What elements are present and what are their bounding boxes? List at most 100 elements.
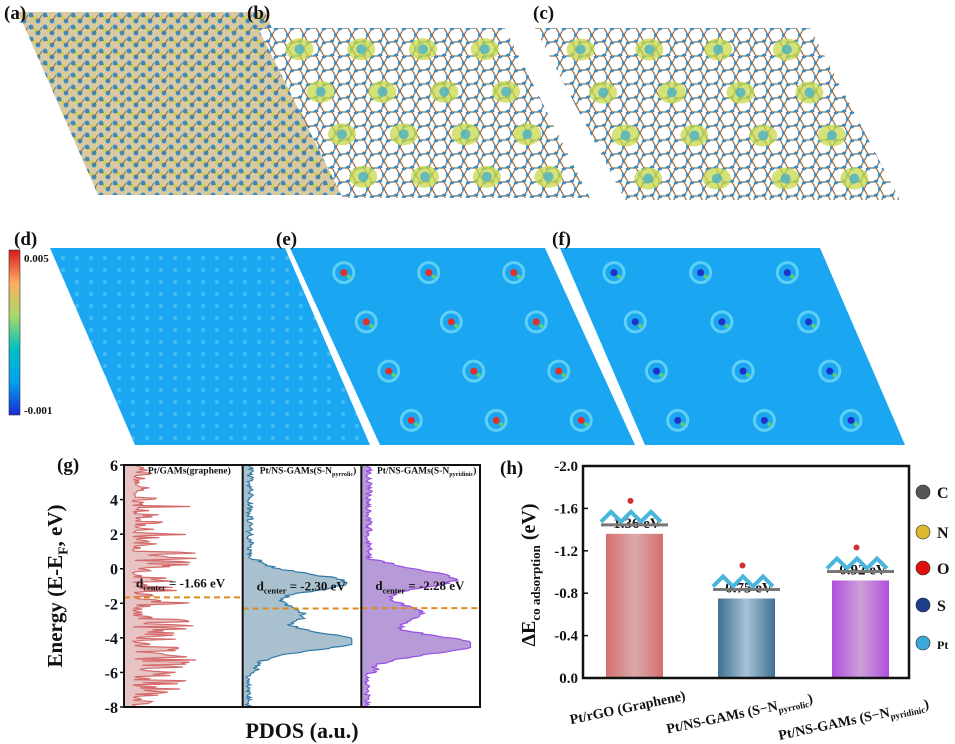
charge-center bbox=[532, 318, 540, 326]
charge-ring bbox=[547, 359, 571, 383]
colorbar-min: -0.001 bbox=[24, 405, 52, 417]
legend-label: O bbox=[937, 561, 949, 578]
charge-lobe bbox=[369, 323, 374, 328]
charge-lobe bbox=[811, 323, 816, 328]
charge-center bbox=[407, 416, 415, 424]
isosurface-blobs-b bbox=[285, 38, 563, 188]
charge-spots-e bbox=[332, 261, 593, 432]
charge-ring bbox=[462, 359, 486, 383]
isosurface-core bbox=[522, 129, 533, 140]
isosurface-core bbox=[337, 129, 347, 140]
isosurface-core bbox=[849, 173, 860, 184]
charge-ring bbox=[731, 359, 755, 383]
legend-label: S bbox=[937, 598, 946, 615]
charge-center bbox=[555, 367, 563, 375]
isosurface-core bbox=[377, 86, 388, 97]
pdos-y-axis-label: Energy (E-EF, eV) bbox=[43, 505, 70, 668]
panel-label-h: (h) bbox=[500, 458, 524, 479]
isosurface-core bbox=[620, 130, 631, 141]
charge-lobe bbox=[414, 422, 419, 427]
charge-lobe bbox=[832, 373, 837, 378]
y-tick-label: 6 bbox=[110, 458, 118, 475]
isosurface-core bbox=[420, 171, 430, 182]
y-tick-label: -1.6 bbox=[554, 501, 578, 517]
charge-center bbox=[492, 416, 500, 424]
co-molecule-icon bbox=[739, 562, 746, 569]
legend-label: C bbox=[937, 485, 949, 502]
charge-ring bbox=[484, 408, 508, 432]
adsorption-model-icon bbox=[599, 509, 663, 525]
y-tick-label: -8 bbox=[105, 700, 118, 717]
panel-label-a: (a) bbox=[4, 3, 27, 24]
charge-ring bbox=[332, 261, 356, 285]
pdos-series-label: Pt/GAMs(graphene) bbox=[148, 466, 231, 477]
charge-center bbox=[510, 269, 518, 277]
pdos-chart: Pt/GAMs(graphene) dcenter = -1.66 eV Pt/NS… bbox=[43, 458, 481, 743]
isosurface-core bbox=[644, 44, 655, 55]
charge-ring bbox=[524, 310, 548, 334]
y-tick-label: -6 bbox=[105, 665, 118, 682]
charge-ring bbox=[839, 408, 863, 432]
charge-ring bbox=[602, 261, 626, 285]
isosurface-core bbox=[460, 129, 471, 140]
charge-center bbox=[362, 318, 370, 326]
isosurface-core bbox=[294, 44, 305, 55]
charge-center bbox=[447, 318, 455, 326]
charge-ring bbox=[644, 359, 668, 383]
charge-ring bbox=[502, 261, 526, 285]
isosurface-core bbox=[711, 173, 722, 184]
charge-center bbox=[739, 367, 747, 375]
isosurface-core bbox=[804, 87, 815, 98]
charge-ring bbox=[797, 310, 821, 334]
charge-ring bbox=[417, 261, 441, 285]
charge-ring bbox=[775, 261, 799, 285]
charge-lobe bbox=[431, 274, 436, 279]
charge-center bbox=[847, 416, 855, 424]
bar-0 bbox=[606, 533, 663, 678]
adsorption-model-icon bbox=[711, 573, 775, 590]
isosurface-core bbox=[713, 44, 724, 55]
isosurface-core bbox=[575, 44, 586, 55]
charge-ring bbox=[439, 310, 463, 334]
y-tick-label: 0.0 bbox=[559, 671, 578, 687]
charge-ring bbox=[818, 359, 842, 383]
legend-label: N bbox=[937, 525, 949, 542]
bar-1 bbox=[718, 598, 775, 678]
pdos-series-0 bbox=[123, 464, 197, 708]
charge-center bbox=[631, 318, 639, 326]
charge-lobe bbox=[476, 373, 481, 378]
charge-center bbox=[425, 269, 433, 277]
isosurface-core bbox=[418, 44, 428, 55]
charge-center bbox=[340, 269, 348, 277]
bar-2 bbox=[832, 580, 889, 678]
charge-ring bbox=[689, 261, 713, 285]
y-tick-label: -0.8 bbox=[554, 586, 578, 602]
y-tick-label: 0 bbox=[110, 562, 118, 579]
isosurface-core bbox=[501, 86, 511, 97]
charge-center bbox=[470, 367, 478, 375]
charge-lobe bbox=[703, 274, 708, 279]
charge-lobe bbox=[638, 323, 643, 328]
pdos-series-label: Pt/NS-GAMs(S-Npyridinic) bbox=[377, 466, 476, 478]
y-tick-label: -0.4 bbox=[554, 629, 578, 645]
charge-lobe bbox=[539, 323, 544, 328]
isosurface-core bbox=[826, 130, 837, 141]
charge-lobe bbox=[346, 274, 351, 279]
d-center-annotation: dcenter = -1.66 eV bbox=[136, 575, 226, 592]
charge-lobe bbox=[499, 422, 504, 427]
charge-difference-map-d bbox=[50, 248, 370, 445]
charge-density-lattice-b bbox=[258, 28, 590, 198]
panel-label-e: (e) bbox=[276, 229, 298, 250]
pdos-series-1 bbox=[242, 464, 353, 708]
isosurface-core bbox=[780, 173, 791, 184]
y-tick-label: 2 bbox=[110, 527, 118, 544]
co-molecule-icon bbox=[627, 497, 634, 504]
legend-swatch-O bbox=[915, 560, 931, 576]
charge-difference-map-f bbox=[560, 248, 905, 445]
charge-center bbox=[674, 416, 682, 424]
charge-lobe bbox=[391, 373, 396, 378]
legend-swatch-S bbox=[915, 597, 931, 613]
charge-center bbox=[826, 367, 834, 375]
